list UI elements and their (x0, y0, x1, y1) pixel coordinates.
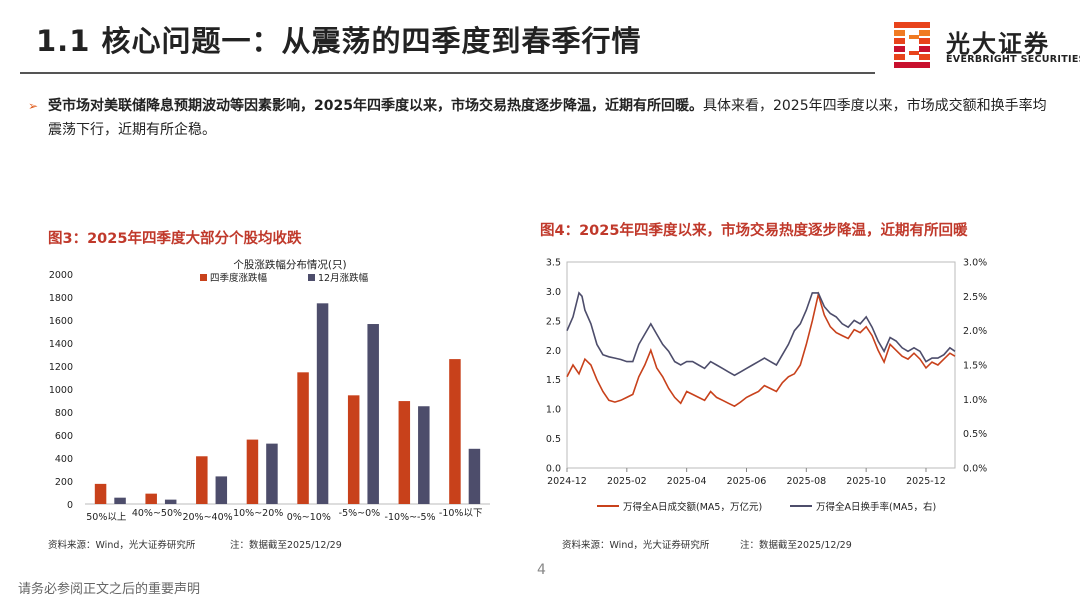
y-right-tick-label: 3.0% (963, 258, 987, 269)
everbright-logo (894, 22, 930, 68)
figure4-title: 图4：2025年四季度以来，市场交易热度逐步降温，近期有所回暖 (540, 223, 968, 239)
legend-label: 万得全A日成交额(MA5，万亿元) (623, 501, 762, 513)
y-tick-label: 600 (55, 431, 73, 442)
figure3-source: 资料来源：Wind，光大证券研究所 (48, 540, 196, 551)
figure3-note: 注：数据截至2025/12/29 (230, 540, 342, 551)
figure3-title: 图3：2025年四季度大部分个股均收跌 (48, 231, 302, 247)
y-tick-label: 1000 (49, 385, 73, 396)
y-right-tick-label: 1.5% (963, 361, 987, 372)
bullet-bold-text: 受市场对美联储降息预期波动等因素影响，2025年四季度以来，市场交易热度逐步降温… (48, 98, 703, 114)
bullet-normal-text: 具体来看，2025年四季度以来，市场成交额和换手率均震荡下行，近期有所企稳。 (48, 98, 1047, 138)
y-left-tick-label: 2.5 (546, 316, 561, 327)
legend-swatch (200, 274, 207, 281)
y-left-tick-label: 1.0 (546, 405, 561, 416)
page-title: 1.1 核心问题一：从震荡的四季度到春季行情 (36, 24, 642, 58)
x-tick-label: 10%~20% (233, 508, 283, 519)
y-right-tick-label: 2.0% (963, 326, 987, 337)
x-tick-label: -5%~0% (339, 508, 381, 519)
y-right-tick-label: 1.0% (963, 395, 987, 406)
x-tick-label: 2025-10 (846, 476, 886, 487)
bar (215, 476, 228, 504)
x-tick-label: 2024-12 (547, 476, 587, 487)
bar (94, 483, 107, 504)
y-left-tick-label: 3.0 (546, 287, 561, 298)
bar (468, 448, 481, 504)
legend-label: 12月涨跌幅 (318, 272, 369, 284)
figure4-line-chart: 0.0 0.5 1.0 1.5 2.0 2.5 3.0 3.5 0.0% 0.5% 1.0% 1.5%… (546, 258, 987, 514)
y-right-tick-label: 2.5% (963, 292, 987, 303)
x-tick-label: 2025-06 (727, 476, 767, 487)
y-tick-label: 1600 (49, 316, 73, 327)
y-tick-label: 1200 (49, 362, 73, 373)
y-tick-label: 2000 (49, 270, 73, 281)
bar (196, 456, 208, 504)
y-right-tick-label: 0.0% (963, 464, 987, 475)
bar (297, 372, 309, 504)
y-left-tick-label: 2.0 (546, 346, 561, 357)
y-tick-label: 1400 (49, 339, 73, 350)
figure4-note: 注：数据截至2025/12/29 (740, 540, 852, 551)
bar (246, 439, 259, 504)
legend-label: 万得全A日换手率(MA5，右) (816, 501, 936, 513)
x-tick-label: 2025-02 (607, 476, 647, 487)
title-divider (20, 72, 875, 74)
y-tick-label: 200 (55, 477, 73, 488)
x-tick-label: 40%~50% (132, 508, 182, 519)
bar (145, 493, 157, 504)
y-right-tick-label: 0.5% (963, 429, 987, 440)
summary-bullet: ➢ 受市场对美联储降息预期波动等因素影响，2025年四季度以来，市场交易热度逐步… (28, 94, 1058, 142)
bullet-arrow-icon: ➢ (28, 99, 39, 113)
y-tick-label: 400 (55, 454, 73, 465)
x-tick-label: 50%以上 (86, 512, 127, 523)
bar (367, 324, 379, 504)
footer-disclaimer: 请务必参阅正文之后的重要声明 (18, 582, 201, 597)
legend-label: 四季度涨跌幅 (210, 272, 268, 284)
x-tick-label: 2025-12 (906, 476, 946, 487)
y-tick-label: 800 (55, 408, 73, 419)
x-tick-label: 20%~40% (182, 512, 232, 523)
y-left-tick-label: 0.5 (546, 434, 561, 445)
bar (449, 359, 461, 504)
chart-title: 个股涨跌幅分布情况(只) (233, 258, 346, 271)
y-left-tick-label: 3.5 (546, 258, 561, 269)
y-tick-label: 0 (67, 500, 73, 511)
logo-mark-icon (894, 22, 930, 68)
x-tick-label: 2025-08 (786, 476, 826, 487)
bar (418, 406, 430, 504)
y-tick-label: 1800 (49, 293, 73, 304)
figure3-bar-chart: 个股涨跌幅分布情况(只)四季度涨跌幅 12月涨跌幅 0 200 400 600 800 100… (49, 258, 490, 523)
legend-swatch (308, 274, 315, 281)
y-left-tick-label: 1.5 (546, 375, 561, 386)
bar (114, 497, 126, 504)
bar (316, 303, 329, 504)
bar (347, 395, 360, 504)
figure4-source: 资料来源：Wind，光大证券研究所 (562, 540, 710, 551)
bar (266, 443, 278, 504)
series-line (566, 291, 956, 408)
page-number: 4 (537, 562, 546, 578)
bar (164, 499, 177, 504)
x-tick-label: 0%~10% (287, 512, 331, 523)
y-left-tick-label: 0.0 (546, 464, 561, 475)
logo-english: EVERBRIGHT SECURITIES (946, 54, 1080, 65)
series-line (566, 291, 956, 377)
x-tick-label: -10%以下 (439, 508, 483, 519)
logo-name: 光大证券 (946, 30, 1050, 58)
x-tick-label: -10%~-5% (385, 512, 436, 523)
plot-frame (566, 261, 956, 469)
x-tick-label: 2025-04 (667, 476, 707, 487)
bar (398, 401, 411, 504)
